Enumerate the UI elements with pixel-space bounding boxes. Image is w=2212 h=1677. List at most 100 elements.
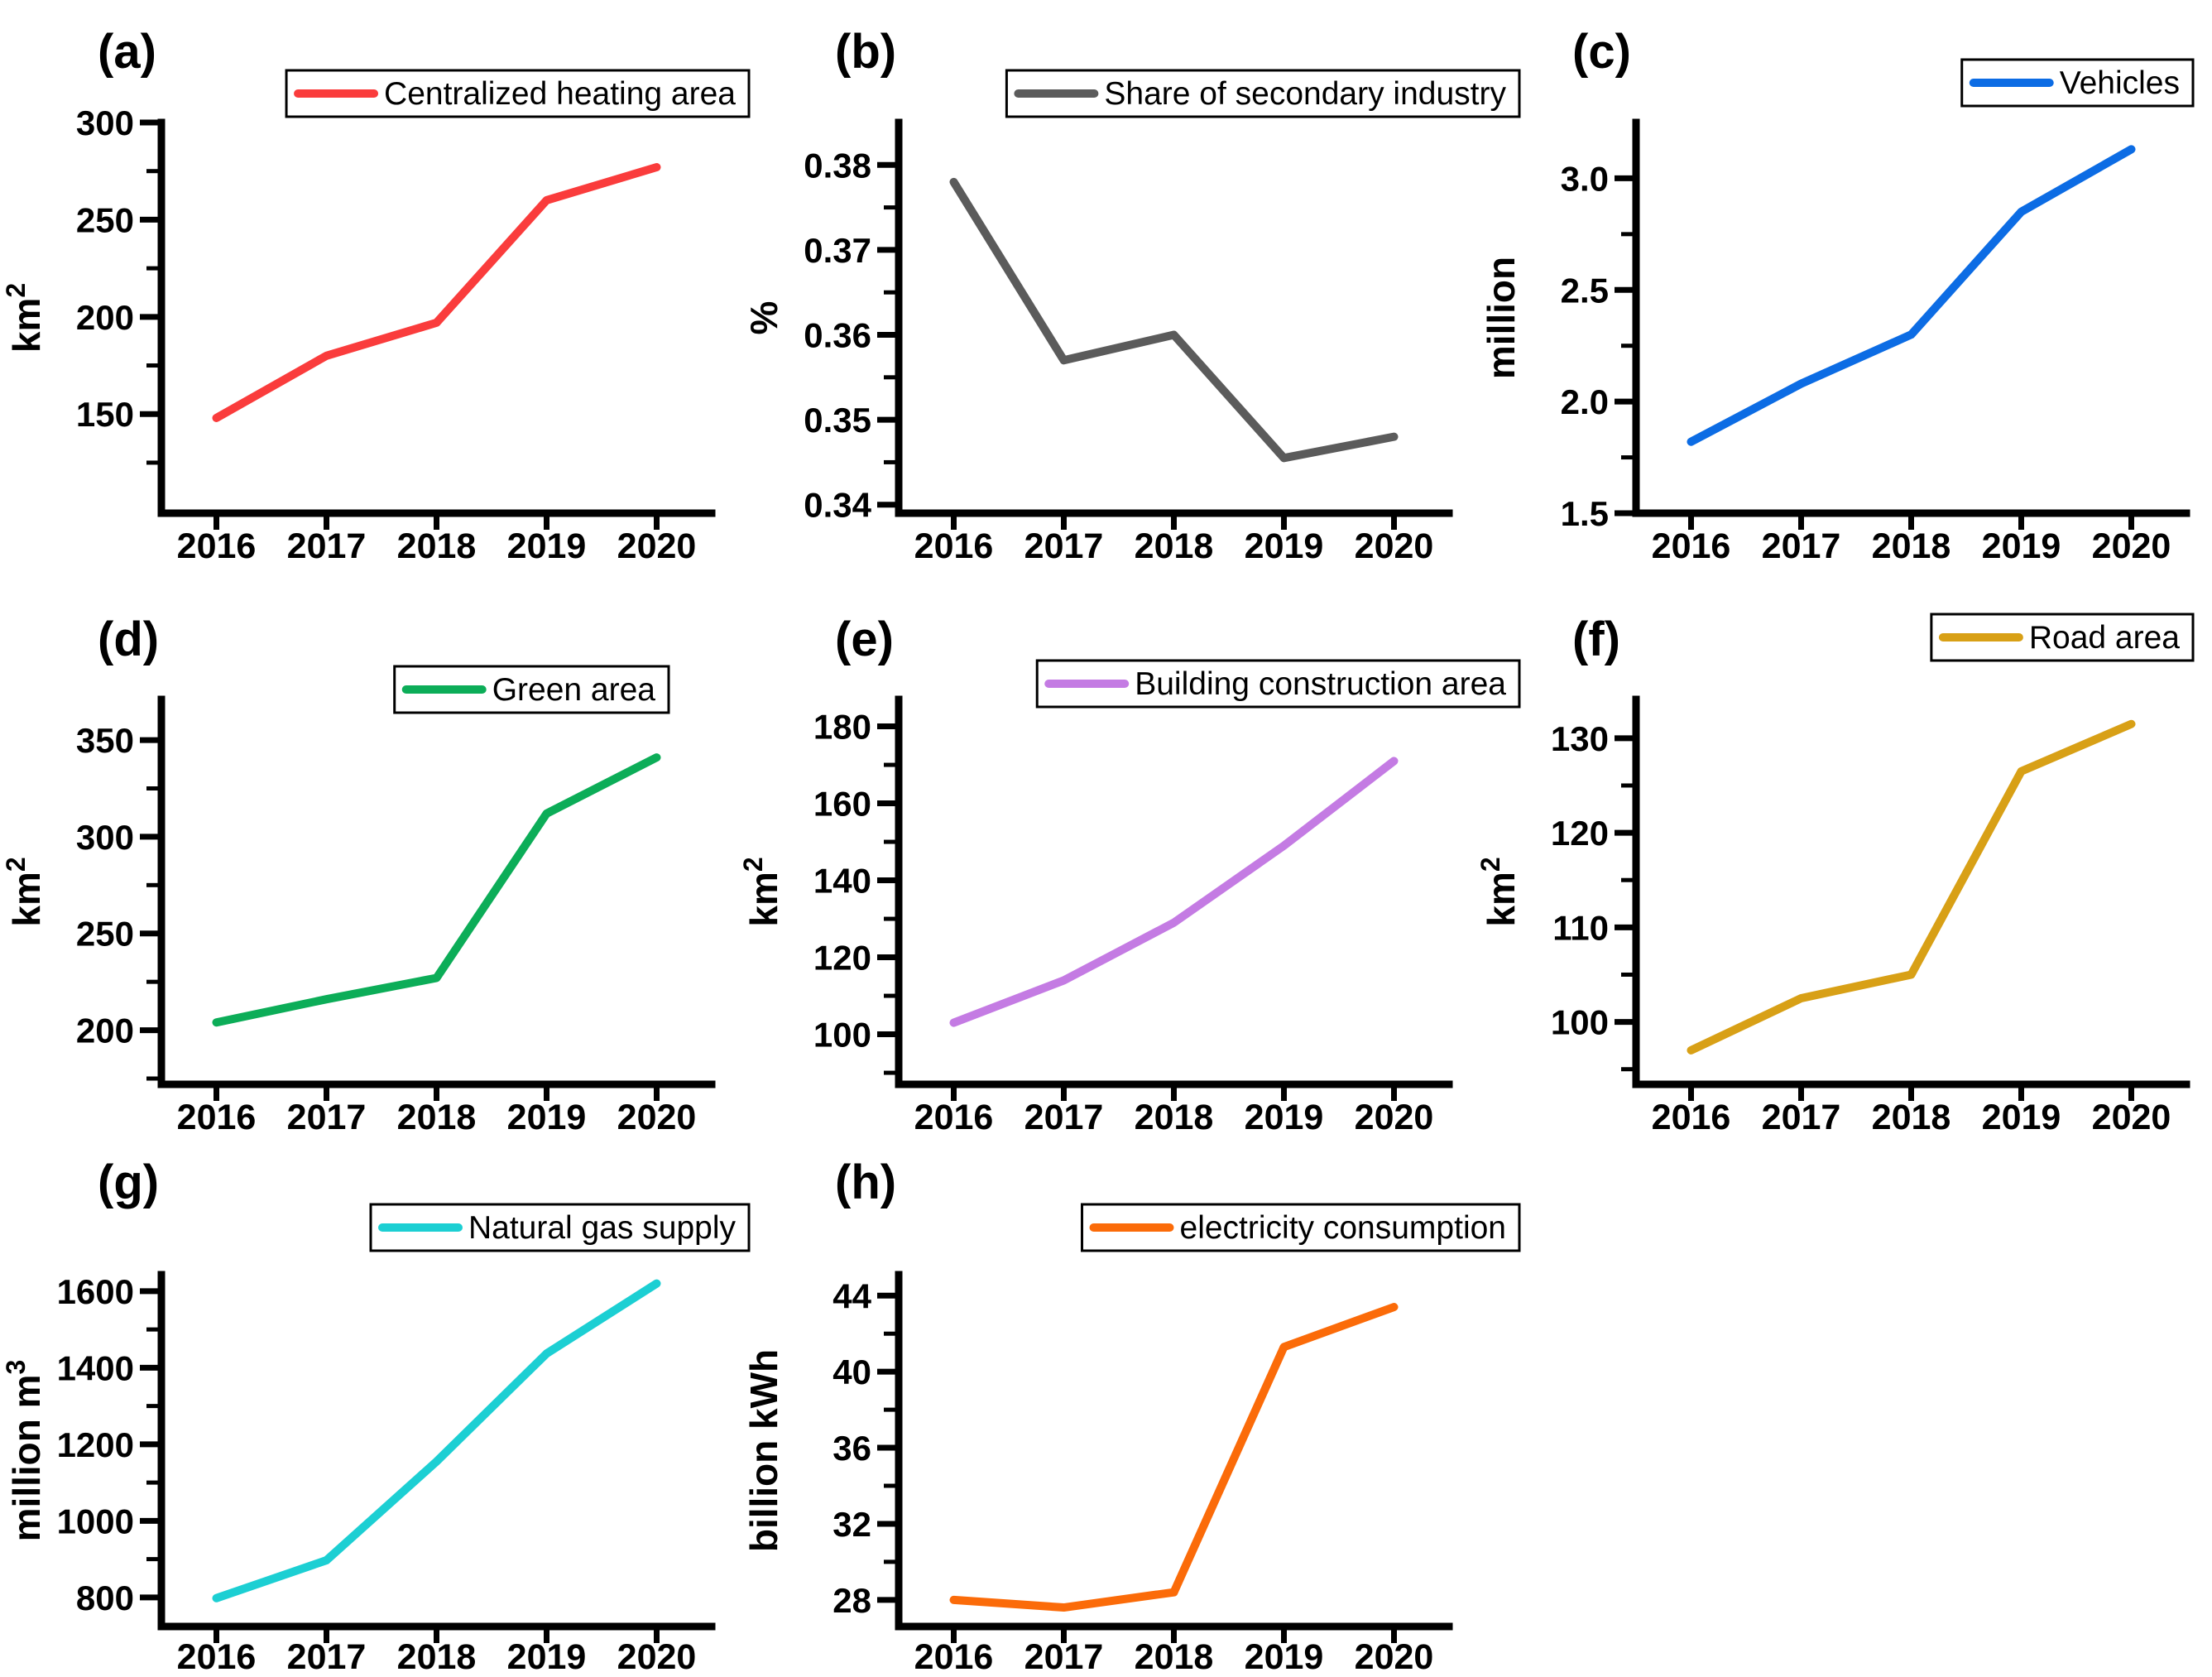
x-tick-label: 2017	[1024, 1098, 1104, 1137]
y-tick-label: 180	[813, 708, 871, 747]
x-tick-label: 2018	[1135, 1637, 1214, 1677]
x-tick-label: 2020	[617, 1637, 697, 1677]
y-tick-label: 250	[76, 915, 134, 954]
y-tick-label: 100	[813, 1016, 871, 1055]
y-tick-label: 250	[76, 200, 134, 239]
panel-label: (c)	[1572, 25, 1631, 79]
y-axis	[1632, 695, 1640, 1088]
y-tick-label: 32	[832, 1505, 871, 1544]
x-tick-label: 2020	[1355, 1637, 1434, 1677]
legend-label: Green area	[492, 672, 656, 708]
y-axis-label: km2	[1475, 857, 1523, 926]
x-tick-label: 2017	[287, 1098, 367, 1137]
data-line-building-construction-area	[949, 757, 1399, 1027]
chart-centralized-heating-area: 150 200 250 300 2016 2017 2018 2019 2020 km2 (a) Ce…	[1, 25, 751, 566]
x-tick-label: 2016	[1652, 526, 1731, 566]
y-axis-label-text: %	[742, 301, 785, 335]
y-axis	[1632, 118, 1640, 517]
x-tick-label: 2018	[397, 526, 477, 566]
chart-natural-gas-supply: 800 1000 1200 1400 1600 2016 2017 2018 2019 2020 m…	[1, 1156, 751, 1677]
y-axis-label-superscript: 2	[1, 283, 31, 298]
x-tick-label: 2020	[617, 1098, 697, 1137]
panel-g: 800 1000 1200 1400 1600 2016 2017 2018 2019 2020 m…	[0, 1126, 751, 1677]
legend-label: Share of secondary industry	[1104, 76, 1506, 112]
x-axis	[1632, 509, 2190, 517]
panel-label: (b)	[835, 25, 896, 79]
x-tick-label: 2017	[1024, 526, 1104, 566]
x-axis	[157, 1080, 716, 1088]
x-axis	[895, 509, 1453, 517]
data-line-vehicles	[1687, 145, 2136, 446]
chart-share-of-secondary-industry: 0.34 0.35 0.36 0.37 0.38 2016 2017 2018 2019 2020…	[742, 25, 1521, 566]
x-tick-label: 2019	[1982, 1098, 2061, 1137]
legend-label: Road area	[2029, 620, 2180, 656]
legend-box	[1960, 58, 2195, 108]
y-axis-label: million m3	[1, 1360, 48, 1542]
y-tick-label: 2.5	[1561, 271, 1609, 310]
panel-h: 28 32 36 40 44 2016 2017 2018 2019 2020 billion kW…	[737, 1126, 1521, 1677]
legend-label: Centralized heating area	[384, 76, 736, 112]
y-axis-label: million	[1480, 257, 1523, 379]
panel-label: (e)	[835, 613, 894, 666]
y-tick-label: 200	[76, 298, 134, 337]
x-axis	[157, 1622, 716, 1631]
y-axis	[895, 118, 903, 517]
x-tick-label: 2019	[1245, 1098, 1324, 1137]
y-tick-label: 0.37	[804, 231, 871, 270]
x-tick-label: 2018	[397, 1637, 477, 1677]
chart-vehicles: 1.5 2.0 2.5 3.0 2016 2017 2018 2019 2020 million (…	[1480, 25, 2195, 566]
y-axis-label-text: km	[1480, 872, 1523, 926]
y-axis-label-text: billion kWh	[742, 1349, 785, 1552]
x-tick-label: 2019	[1982, 526, 2061, 566]
y-tick-label: 3.0	[1561, 159, 1609, 198]
y-axis	[157, 118, 166, 517]
x-tick-label: 2016	[914, 526, 994, 566]
y-tick-label: 800	[76, 1578, 134, 1617]
x-tick-label: 2017	[287, 526, 367, 566]
y-tick-label: 150	[76, 395, 134, 434]
y-axis-label-superscript: 3	[1, 1360, 31, 1375]
y-tick-label: 1.5	[1561, 494, 1609, 533]
panel-a: 150 200 250 300 2016 2017 2018 2019 2020 km2 (a) Ce…	[0, 0, 751, 566]
y-tick-label: 300	[76, 103, 134, 142]
y-tick-label: 110	[1552, 908, 1609, 947]
x-tick-label: 2020	[1355, 526, 1434, 566]
chart-road-area: 100 110 120 130 2016 2017 2018 2019 2020 km2 (f) Ro…	[1475, 613, 2195, 1137]
y-axis-label-text: km	[742, 872, 785, 926]
y-tick-label: 100	[1551, 1003, 1609, 1042]
x-tick-label: 2017	[1762, 526, 1841, 566]
x-tick-label: 2018	[1872, 526, 1951, 566]
data-line-road-area	[1687, 719, 2136, 1055]
y-axis-label-text: km	[5, 298, 48, 353]
panel-b: 0.34 0.35 0.36 0.37 0.38 2016 2017 2018 2019 2020…	[737, 0, 1521, 566]
y-tick-label: 0.35	[804, 401, 871, 440]
panel-label: (f)	[1572, 613, 1620, 666]
y-tick-label: 1600	[57, 1272, 134, 1311]
y-tick-label: 300	[76, 818, 134, 857]
y-axis-label-text: million m	[5, 1374, 48, 1541]
y-tick-label: 1200	[57, 1425, 134, 1464]
x-tick-label: 2020	[2092, 526, 2171, 566]
y-axis-label: %	[742, 301, 785, 335]
y-axis-label: km2	[1, 283, 48, 353]
y-axis-label: billion kWh	[742, 1349, 785, 1552]
panel-label: (h)	[835, 1156, 896, 1209]
x-tick-label: 2019	[507, 526, 587, 566]
y-axis	[895, 695, 903, 1088]
data-line-green-area	[212, 753, 661, 1027]
y-tick-label: 2.0	[1561, 382, 1609, 421]
legend-label: Vehicles	[2060, 65, 2180, 101]
panel-label: (g)	[98, 1156, 159, 1209]
y-tick-label: 0.34	[804, 486, 871, 525]
y-axis-label: km2	[1, 857, 48, 926]
x-axis	[1632, 1080, 2190, 1088]
x-tick-label: 2020	[2092, 1098, 2171, 1137]
y-tick-label: 36	[832, 1429, 871, 1468]
x-tick-label: 2016	[177, 1637, 257, 1677]
panel-d: 200 250 300 350 2016 2017 2018 2019 2020 km2 (d) Gr…	[0, 563, 737, 1137]
chart-green-area: 200 250 300 350 2016 2017 2018 2019 2020 km2 (d) Gr…	[1, 613, 716, 1137]
x-tick-label: 2018	[1872, 1098, 1951, 1137]
x-tick-label: 2019	[1245, 526, 1324, 566]
y-tick-label: 120	[813, 939, 871, 978]
